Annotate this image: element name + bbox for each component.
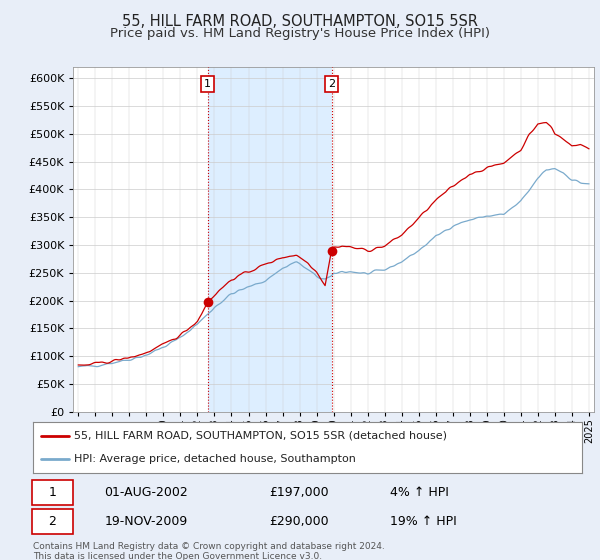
Text: Price paid vs. HM Land Registry's House Price Index (HPI): Price paid vs. HM Land Registry's House …: [110, 27, 490, 40]
Text: 19% ↑ HPI: 19% ↑ HPI: [390, 515, 457, 529]
Text: 55, HILL FARM ROAD, SOUTHAMPTON, SO15 5SR: 55, HILL FARM ROAD, SOUTHAMPTON, SO15 5S…: [122, 14, 478, 29]
Text: 01-AUG-2002: 01-AUG-2002: [104, 486, 188, 499]
Text: 4% ↑ HPI: 4% ↑ HPI: [390, 486, 449, 499]
FancyBboxPatch shape: [32, 480, 73, 505]
Text: HPI: Average price, detached house, Southampton: HPI: Average price, detached house, Sout…: [74, 454, 356, 464]
Text: £290,000: £290,000: [269, 515, 329, 529]
Text: 55, HILL FARM ROAD, SOUTHAMPTON, SO15 5SR (detached house): 55, HILL FARM ROAD, SOUTHAMPTON, SO15 5S…: [74, 431, 447, 441]
FancyBboxPatch shape: [32, 510, 73, 534]
Text: 1: 1: [48, 486, 56, 499]
Text: Contains HM Land Registry data © Crown copyright and database right 2024.
This d: Contains HM Land Registry data © Crown c…: [33, 542, 385, 560]
Text: 19-NOV-2009: 19-NOV-2009: [104, 515, 188, 529]
Text: 1: 1: [204, 79, 211, 89]
Bar: [208, 67, 332, 412]
Text: 2: 2: [48, 515, 56, 529]
Text: £197,000: £197,000: [269, 486, 329, 499]
Text: 2: 2: [328, 79, 335, 89]
